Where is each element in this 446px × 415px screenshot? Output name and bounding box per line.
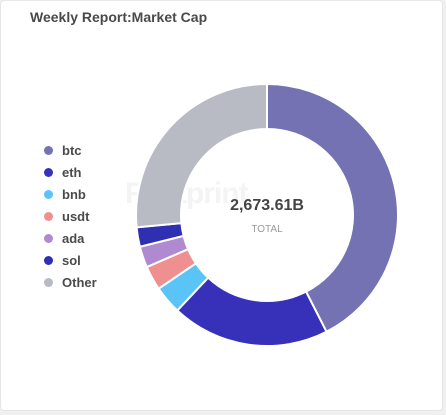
legend-label: Other [62,274,97,290]
legend-label: sol [62,252,81,268]
slice-other[interactable] [135,82,268,229]
total-label: TOTAL [251,224,283,235]
chart-title: Weekly Report:Market Cap [30,9,208,25]
legend-swatch [44,255,53,265]
slice-btc[interactable] [266,82,399,334]
legend-swatch [44,211,53,221]
legend-label: usdt [62,208,90,224]
legend-swatch [44,233,53,243]
legend-swatch [44,167,53,177]
legend-swatch [44,145,53,155]
legend-item-eth[interactable]: eth [44,161,97,183]
legend-item-btc[interactable]: btc [44,139,97,161]
legend-item-usdt[interactable]: usdt [44,205,97,227]
legend-label: ada [62,230,85,246]
legend-swatch [44,189,53,199]
legend-item-other[interactable]: Other [44,271,97,293]
legend-swatch [44,277,53,287]
legend-label: btc [62,142,82,158]
total-value: 2,673.61B [230,197,304,214]
legend-label: eth [62,164,82,180]
legend: btc eth bnb usdt ada sol Other [44,139,97,293]
legend-label: bnb [62,186,86,202]
legend-item-sol[interactable]: sol [44,249,97,271]
legend-item-ada[interactable]: ada [44,227,97,249]
legend-item-bnb[interactable]: bnb [44,183,97,205]
